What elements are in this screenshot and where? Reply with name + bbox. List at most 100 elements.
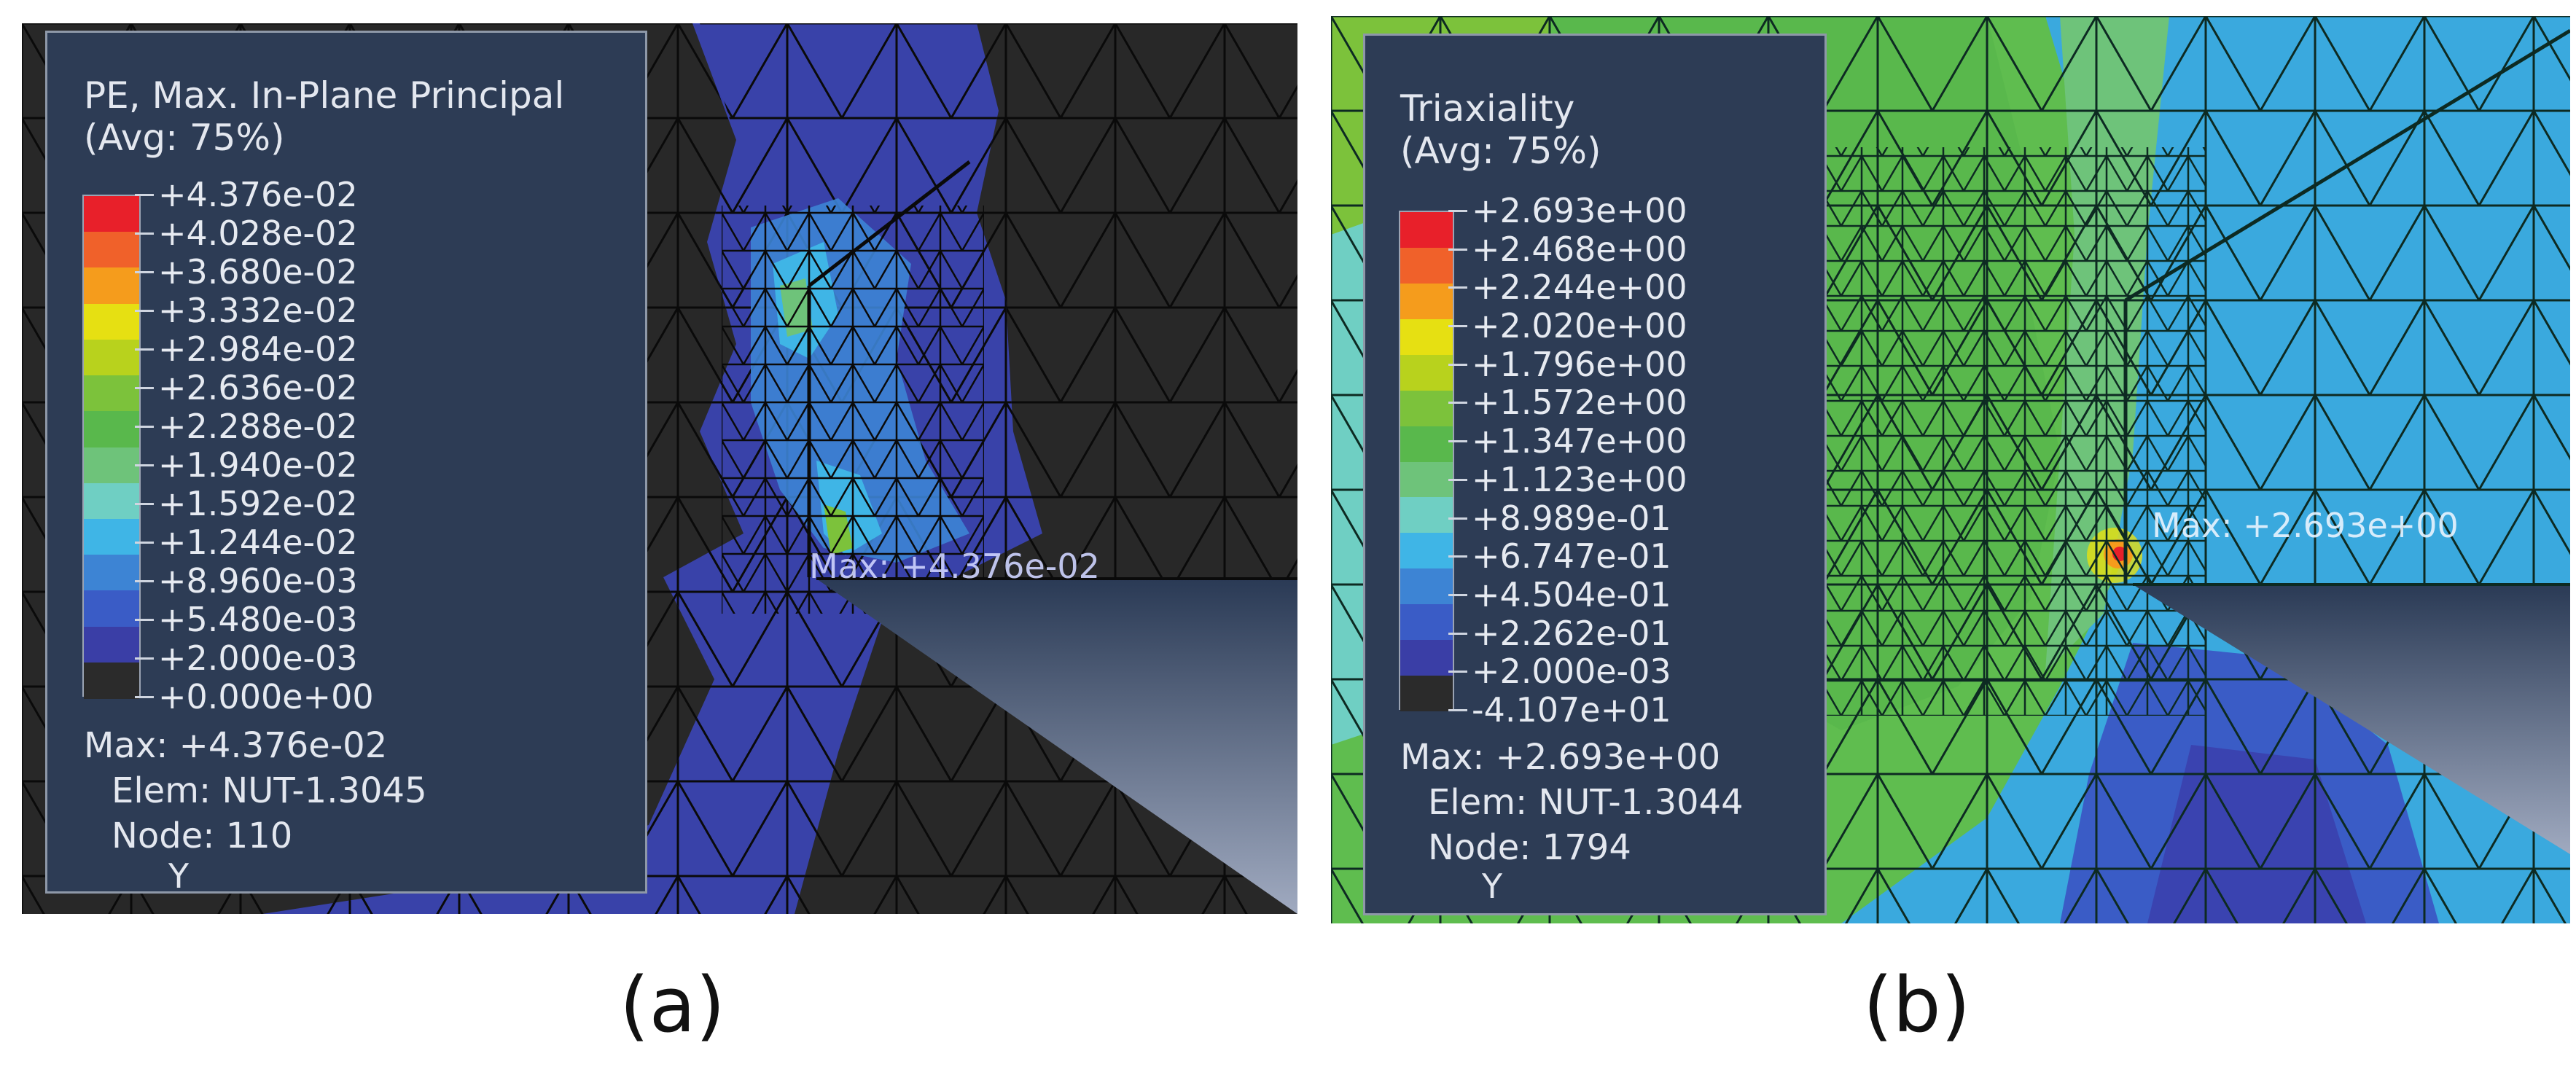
legend-tick [135,310,154,312]
max-value-b: Max: +2.693e+00 [1400,737,1721,778]
legend-tick [135,542,154,544]
legend-label: -4.107e+01 [1472,690,1671,730]
legend-swatch [84,267,139,305]
legend-tick [1448,478,1467,481]
legend-tick [135,657,154,660]
legend-tick [1448,286,1467,289]
legend-swatch [1400,568,1453,605]
legend-swatch [1400,318,1453,355]
legend-swatch [1400,497,1453,534]
legend-swatch [1400,533,1453,569]
max-annotation-a: Max: +4.376e-02 [809,547,1100,586]
legend-label: +6.747e-01 [1472,536,1671,577]
legend-swatch [84,555,139,592]
node-value-b: Node: 1794 [1428,827,1631,868]
legend-label: +1.572e+00 [1472,383,1687,423]
legend-tick [1448,248,1467,251]
legend-tick [1448,709,1467,711]
elem-value-a: Elem: NUT-1.3045 [112,770,427,811]
legend-label: +2.000e-03 [158,638,358,678]
y-axis-glyph-a: Y [168,856,190,896]
caption-b: (b) [1863,961,1971,1050]
legend-label: +1.796e+00 [1472,344,1687,384]
legend-tick [135,696,154,698]
legend-swatch [1400,676,1453,712]
panel-b: Max: +2.693e+00 Triaxiality (Avg: 75%) +… [1331,16,2570,923]
legend-tick [1448,555,1467,558]
y-axis-glyph-b: Y [1482,867,1503,906]
legend-title-b: Triaxiality [1400,87,1575,130]
legend-tick [1448,632,1467,635]
legend-swatch [84,375,139,413]
legend-label: +2.020e+00 [1472,306,1687,346]
legend-swatch [84,411,139,448]
legend-tick [135,619,154,621]
legend-swatch [84,232,139,269]
legend-swatch [1400,640,1453,676]
legend-tick [135,194,154,196]
legend-label: +4.376e-02 [158,175,358,214]
legend-label: +8.960e-03 [158,561,358,601]
legend-a: PE, Max. In-Plane Principal (Avg: 75%) +… [45,31,647,896]
legend-label: +1.123e+00 [1472,459,1687,499]
legend-tick [1448,402,1467,404]
legend-swatch [84,482,139,520]
legend-label: +2.468e+00 [1472,229,1687,269]
elem-value-b: Elem: NUT-1.3044 [1428,782,1744,823]
node-value-a: Node: 110 [112,816,293,856]
legend-tick [135,348,154,351]
legend-swatch [84,662,139,699]
legend-tick [135,232,154,235]
legend-tick [135,464,154,466]
legend-tick [1448,210,1467,212]
legend-label: +5.480e-03 [158,600,358,639]
legend-subtitle-b: (Avg: 75%) [1400,130,1601,172]
legend-tick [1448,325,1467,328]
legend-swatch [84,518,139,555]
legend-tick [1448,517,1467,520]
legend-swatch [1400,247,1453,284]
legend-swatch [1400,354,1453,391]
legend-label: +0.000e+00 [158,677,374,716]
legend-label: +1.347e+00 [1472,421,1687,461]
legend-swatch [1400,604,1453,641]
legend-swatch [1400,390,1453,426]
legend-subtitle-a: (Avg: 75%) [84,117,285,159]
color-bar-b [1399,211,1454,712]
legend-label: +4.028e-02 [158,214,358,253]
legend-label: +1.592e-02 [158,484,358,523]
legend-swatch [84,196,139,232]
max-value-a: Max: +4.376e-02 [84,725,388,766]
legend-tick [1448,671,1467,673]
legend-label: +8.989e-01 [1472,498,1671,538]
legend-swatch [84,590,139,628]
legend-label: +2.288e-02 [158,407,358,446]
legend-tick [135,503,154,505]
legend-tick [1448,440,1467,443]
legend-tick [135,426,154,428]
legend-tick [135,271,154,273]
legend-label: +2.244e+00 [1472,267,1687,308]
legend-label: +3.680e-02 [158,252,358,292]
legend-swatch [84,339,139,376]
legend-tick [1448,363,1467,366]
color-bar-a [82,195,141,699]
legend-swatch [84,447,139,484]
caption-a: (a) [620,961,725,1050]
legend-label: +2.693e+00 [1472,191,1687,230]
legend-swatch [1400,212,1453,248]
max-annotation-b: Max: +2.693e+00 [2152,506,2459,545]
legend-label: +1.244e-02 [158,523,358,562]
legend-tick [135,387,154,389]
legend-label: +3.332e-02 [158,291,358,330]
legend-swatch [1400,461,1453,498]
legend-tick [1448,593,1467,596]
legend-swatch [1400,283,1453,319]
panel-a: Max: +4.376e-02 PE, Max. In-Plane Princi… [22,23,1297,914]
legend-tick [135,580,154,582]
legend-label: +2.262e-01 [1472,613,1671,653]
legend-title-a: PE, Max. In-Plane Principal [84,74,565,117]
legend-label: +2.636e-02 [158,368,358,407]
legend-label: +1.940e-02 [158,445,358,485]
legend-label: +2.984e-02 [158,329,358,369]
